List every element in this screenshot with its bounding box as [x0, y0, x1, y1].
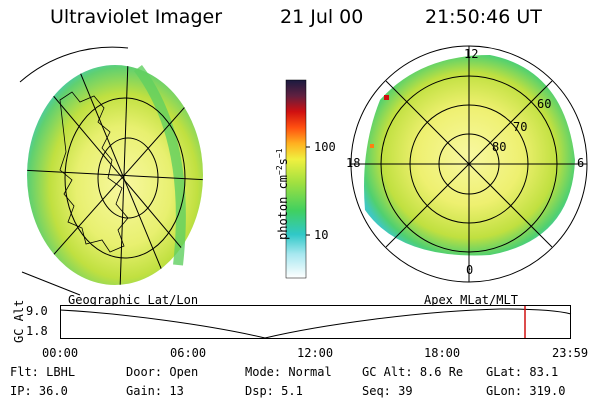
- altitude-plot: [59, 305, 572, 339]
- mlt-6-label: 6: [577, 156, 585, 170]
- altitude-ytick-9: 9.0: [26, 304, 48, 318]
- colorbar-tick-10: 10: [314, 228, 329, 242]
- time-label: 21:50:46 UT: [425, 6, 542, 28]
- colorbar-tick-100: 100: [314, 140, 336, 154]
- right-panel-label: Apex MLat/MLT: [424, 293, 518, 307]
- mlt-12-label: 12: [464, 47, 479, 61]
- geographic-image: [19, 46, 203, 296]
- polar-grid: [350, 45, 588, 283]
- instrument-title: Ultraviolet Imager: [50, 6, 223, 28]
- altitude-xtick-1200: 12:00: [297, 346, 334, 360]
- info-gc-alt: GC Alt: 8.6 Re: [362, 365, 464, 379]
- mlat-80-label: 80: [492, 140, 507, 154]
- date-label: 21 Jul 00: [280, 6, 364, 28]
- hot-spot-marker: [384, 95, 389, 100]
- altitude-curve: [59, 308, 572, 339]
- altitude-xtick-1800: 18:00: [424, 346, 461, 360]
- mlat-60-label: 60: [537, 97, 552, 111]
- altitude-ylabel: GC Alt: [12, 299, 26, 343]
- altitude-xtick-2359: 23:59: [552, 346, 589, 360]
- mlt-0-label: 0: [466, 263, 474, 277]
- color-scale-bar: [285, 79, 310, 279]
- polar-image: [350, 45, 588, 283]
- altitude-xtick-0600: 06:00: [170, 346, 207, 360]
- info-gain: Gain: 13: [126, 384, 184, 398]
- info-filter: Flt: LBHL: [10, 365, 76, 379]
- info-door: Door: Open: [126, 365, 199, 379]
- altitude-ytick-1-8: 1.8: [26, 324, 48, 338]
- info-glat: GLat: 83.1: [486, 365, 559, 379]
- info-ip: IP: 36.0: [10, 384, 68, 398]
- altitude-xtick-0000: 00:00: [42, 346, 79, 360]
- info-seq: Seq: 39: [362, 384, 413, 398]
- mlat-70-label: 70: [513, 120, 528, 134]
- info-glon: GLon: 319.0: [486, 384, 566, 398]
- colorbar-unit-label: photon cm−2s−1: [275, 148, 290, 240]
- aurora-arc-left: [133, 65, 186, 266]
- mlt-18-label: 18: [346, 156, 361, 170]
- lat-lon-grid: [27, 65, 203, 285]
- coastline-outline: [59, 91, 129, 253]
- info-dsp: Dsp: 5.1: [245, 384, 303, 398]
- info-mode: Mode: Normal: [245, 365, 332, 379]
- left-panel-label: Geographic Lat/Lon: [68, 293, 199, 307]
